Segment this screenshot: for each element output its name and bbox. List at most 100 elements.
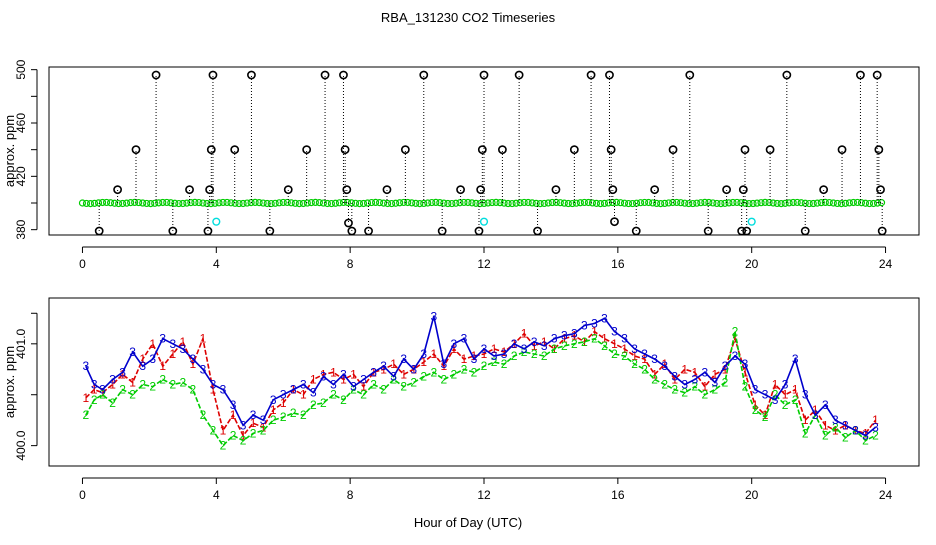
spike-point xyxy=(703,226,713,236)
series-2-marker: 2 xyxy=(601,339,608,353)
series-2-marker: 2 xyxy=(651,372,658,386)
series-3-marker: 3 xyxy=(752,383,759,397)
series-2-marker: 2 xyxy=(631,357,638,371)
baseline-point xyxy=(496,199,504,207)
series-1-marker: 1 xyxy=(561,332,568,346)
spike-point xyxy=(382,185,392,195)
spike-point xyxy=(477,145,487,155)
series-3-marker: 3 xyxy=(822,398,829,412)
baseline-point xyxy=(199,199,207,207)
series-2-marker: 2 xyxy=(611,347,618,361)
baseline-point xyxy=(837,199,845,208)
spike-point xyxy=(151,70,161,80)
series-2-marker: 2 xyxy=(129,388,136,402)
baseline-point xyxy=(877,199,886,207)
baseline-point xyxy=(303,199,311,207)
series-2-marker: 2 xyxy=(541,349,548,363)
baseline-point xyxy=(215,199,223,207)
series-2-marker: 2 xyxy=(410,376,417,390)
series-3-marker: 3 xyxy=(742,357,749,371)
spike-point xyxy=(685,70,695,80)
top-x-tick-label: 8 xyxy=(347,257,354,271)
series-3-marker: 3 xyxy=(280,388,287,402)
baseline-point xyxy=(540,199,548,208)
spike-point xyxy=(742,226,752,236)
baseline-point xyxy=(163,198,171,207)
bottom-x-tick-label: 16 xyxy=(611,488,625,502)
series-1-marker: 1 xyxy=(129,376,136,390)
baseline-point xyxy=(544,199,552,207)
series-2-marker: 2 xyxy=(82,408,89,422)
spike-point xyxy=(876,185,885,195)
series-1-marker: 1 xyxy=(430,347,437,361)
baseline-point xyxy=(94,199,103,207)
bottom-y-tick-label: 401.0 xyxy=(14,328,28,358)
baseline-point xyxy=(468,199,476,207)
baseline-point xyxy=(689,199,697,208)
baseline-point xyxy=(191,198,199,207)
spike-point xyxy=(342,185,352,195)
series-1-marker: 1 xyxy=(310,372,317,386)
baseline-point xyxy=(384,199,392,208)
top-x-tick-label: 24 xyxy=(879,257,893,271)
series-3-marker: 3 xyxy=(300,378,307,392)
series-1-marker: 1 xyxy=(82,391,89,405)
top-x-tick-label: 12 xyxy=(477,257,491,271)
baseline-point xyxy=(183,199,191,207)
series-2-marker: 2 xyxy=(471,365,478,379)
spike-point xyxy=(419,70,429,80)
series-1-marker: 1 xyxy=(591,325,598,339)
bottom-x-tick-label: 12 xyxy=(477,488,491,502)
spike-point xyxy=(479,70,489,80)
series-3-marker: 3 xyxy=(782,378,789,392)
series-1-marker: 1 xyxy=(200,332,207,346)
top-plot-data xyxy=(78,70,887,236)
series-2-marker: 2 xyxy=(380,383,387,397)
series-1-marker: 1 xyxy=(280,396,287,410)
top-x-tick-label: 0 xyxy=(79,257,86,271)
series-2-marker: 2 xyxy=(159,372,166,386)
bottom-x-tick-label: 20 xyxy=(745,488,759,502)
baseline-point xyxy=(311,198,319,207)
spike-point xyxy=(650,185,660,195)
series-1-marker: 1 xyxy=(691,365,698,379)
cyan-point xyxy=(747,217,756,226)
baseline-point xyxy=(616,199,625,207)
top-y-tick-label: 420 xyxy=(14,166,28,186)
baseline-point xyxy=(351,199,360,207)
series-3-marker: 3 xyxy=(601,311,608,325)
series-2-marker: 2 xyxy=(360,388,367,402)
series-2-marker: 2 xyxy=(491,355,498,369)
series-2-marker: 2 xyxy=(501,357,508,371)
series-3-marker: 3 xyxy=(852,423,859,437)
baseline-point xyxy=(833,199,841,208)
series-2-marker: 2 xyxy=(591,332,598,346)
series-3-marker: 3 xyxy=(812,408,819,422)
series-2-marker: 2 xyxy=(641,362,648,376)
spike-point xyxy=(437,226,447,236)
spike-point xyxy=(605,70,614,80)
baseline-point xyxy=(753,199,761,207)
baseline-point xyxy=(600,199,609,208)
spike-point xyxy=(456,185,465,195)
baseline-point xyxy=(693,199,701,207)
series-1-marker: 1 xyxy=(180,335,187,349)
series-2-marker: 2 xyxy=(772,388,779,402)
baseline-point xyxy=(721,199,729,207)
spike-point xyxy=(344,218,353,228)
series-3-marker: 3 xyxy=(802,388,809,402)
baseline-point xyxy=(845,199,854,207)
series-3-marker: 3 xyxy=(370,365,377,379)
baseline-point xyxy=(175,199,183,208)
series-2-marker: 2 xyxy=(310,398,317,412)
series-3-marker: 3 xyxy=(119,365,126,379)
series-2-marker: 2 xyxy=(752,403,759,417)
spike-point xyxy=(347,226,357,236)
series-3-marker: 3 xyxy=(551,332,558,346)
baseline-point xyxy=(131,198,139,207)
baseline-point xyxy=(765,198,773,207)
baseline-point xyxy=(376,199,384,207)
baseline-point xyxy=(717,199,725,208)
baseline-point xyxy=(239,199,247,208)
